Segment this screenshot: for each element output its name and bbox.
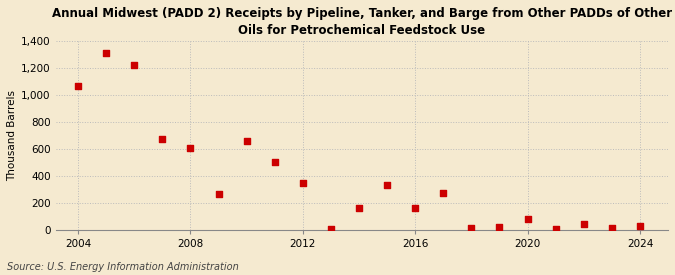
Point — [381, 183, 392, 188]
Point — [185, 146, 196, 150]
Point — [298, 180, 308, 185]
Point — [213, 192, 224, 196]
Point — [101, 51, 111, 55]
Point — [550, 227, 561, 231]
Point — [73, 84, 84, 88]
Point — [578, 222, 589, 227]
Point — [494, 225, 505, 229]
Text: Source: U.S. Energy Information Administration: Source: U.S. Energy Information Administ… — [7, 262, 238, 272]
Point — [634, 224, 645, 229]
Point — [410, 206, 421, 210]
Y-axis label: Thousand Barrels: Thousand Barrels — [7, 90, 17, 181]
Point — [438, 191, 449, 196]
Point — [325, 227, 336, 231]
Point — [522, 217, 533, 221]
Point — [466, 226, 477, 231]
Point — [241, 139, 252, 144]
Point — [157, 136, 168, 141]
Title: Annual Midwest (PADD 2) Receipts by Pipeline, Tanker, and Barge from Other PADDs: Annual Midwest (PADD 2) Receipts by Pipe… — [52, 7, 672, 37]
Point — [606, 226, 617, 231]
Point — [269, 160, 280, 164]
Point — [354, 206, 364, 210]
Point — [129, 63, 140, 67]
